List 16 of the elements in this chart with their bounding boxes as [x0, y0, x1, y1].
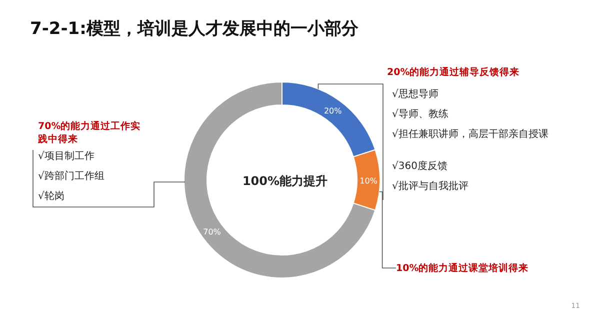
text: √360度反馈 — [392, 160, 448, 173]
text: 10%的能力通过课堂培训得来 — [396, 262, 530, 275]
data-label: 10% — [360, 176, 378, 186]
text: 20%的能力通过辅导反馈得来 — [387, 66, 521, 79]
text: √批评与自我批评 — [392, 180, 470, 193]
text: √担任兼职讲师，高层干部亲自授课 — [392, 128, 550, 141]
text: 100%能力提升 — [241, 174, 329, 188]
data-label: 70% — [203, 227, 222, 236]
text: √跨部门工作组 — [38, 170, 106, 183]
text: √轮岗 — [38, 190, 66, 203]
text: √思想导师 — [392, 88, 440, 101]
text: 70%的能力通过工作实践中得来 — [38, 120, 142, 146]
chart-title: 7-2-1:模型，培训是人才发展中的一小部分 — [30, 18, 358, 40]
text: √导师、教练 — [392, 108, 450, 121]
text: √项目制工作 — [38, 150, 96, 163]
data-label: 20% — [324, 106, 342, 116]
